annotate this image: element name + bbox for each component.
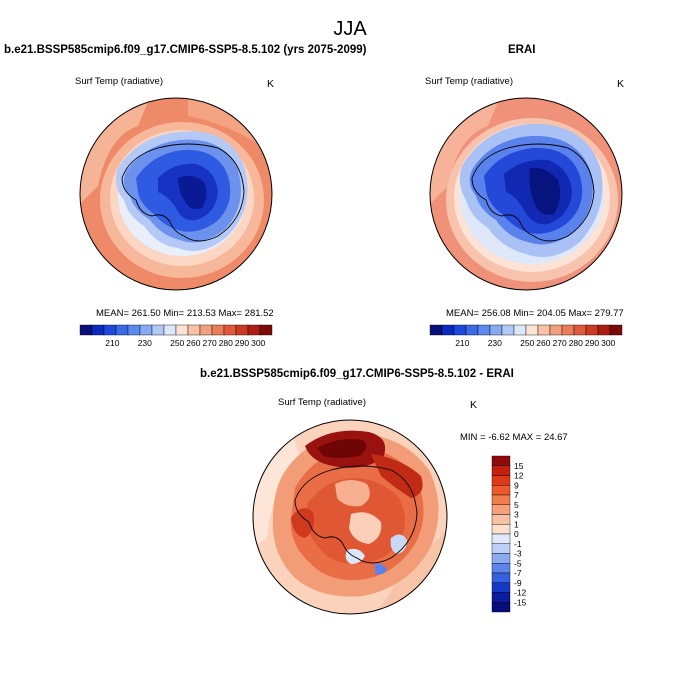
colorbar-diff-tick-label: -9 [514,578,522,588]
colorbar-diff-tick-label: -12 [514,588,527,598]
colorbar-diff-swatch [491,553,511,564]
colorbar-diff-swatch [491,494,511,505]
colorbar-model-swatch [259,324,273,336]
colorbar-diff-swatch [491,524,511,535]
colorbar-model-tick-label: 230 [138,338,152,348]
colorbar-erai-tick-label: 290 [585,338,599,348]
colorbar-model-tick-label: 210 [105,338,119,348]
colorbar-model-tick-label: 290 [235,338,249,348]
colorbar-model-tick-label: 300 [251,338,265,348]
colorbar-erai-tick-label: 230 [488,338,502,348]
units-label-erai: K [617,78,625,90]
colorbar-erai-swatch [573,324,587,336]
colorbar-erai-swatch [561,324,575,336]
colorbar-erai-swatch [477,324,491,336]
colorbar-model-swatch [127,324,141,336]
variable-label-diff: Surf Temp (radiative) [278,397,366,408]
colorbar-model-swatch [79,324,93,336]
units-label-diff: K [470,399,478,411]
colorbar-model-tick-label: 260 [186,338,200,348]
colorbar-diff-swatch [491,465,511,476]
colorbar-diff-tick-label: -15 [514,597,527,607]
colorbar-model-swatch [91,324,105,336]
colorbar-erai-swatch [525,324,539,336]
colorbar-erai-swatch [465,324,479,336]
stats-erai: MEAN= 256.08 Min= 204.05 Max= 279.77 [446,308,624,319]
variable-label-model: Surf Temp (radiative) [75,76,163,87]
colorbar-model-swatch [187,324,201,336]
colorbar-erai-swatch [549,324,563,336]
colorbar-diff-swatch [491,563,511,574]
colorbar-model-tick-label: 280 [219,338,233,348]
colorbar-model-swatch [235,324,249,336]
colorbar-diff-tick-label: -7 [514,568,522,578]
colorbar-model-swatch [199,324,213,336]
colorbar-erai-tick-label: 260 [536,338,550,348]
colorbar-erai-swatch [453,324,467,336]
colorbar-erai-tick-label: 280 [569,338,583,348]
colorbar-diff-swatch [491,455,511,466]
panel-title-diff: b.e21.BSSP585cmip6.f09_g17.CMIP6-SSP5-8.… [200,368,514,380]
colorbar-diff-tick-label: -5 [514,558,522,568]
colorbar-model-swatch [211,324,225,336]
colorbar-erai-swatch [513,324,527,336]
colorbar-erai-swatch [609,324,623,336]
colorbar-model-tick-label: 250 [170,338,184,348]
colorbar-diff-tick-label: 5 [514,500,519,510]
colorbar-erai-swatch [537,324,551,336]
season-title: JJA [333,18,367,40]
colorbar-model-swatch [247,324,261,336]
units-label-model: K [267,78,275,90]
stats-diff: MIN = -6.62 MAX = 24.67 [460,432,568,443]
colorbar-diff-swatch [491,485,511,496]
stats-model: MEAN= 261.50 Min= 213.53 Max= 281.52 [96,308,274,319]
colorbar-diff-swatch [491,572,511,583]
colorbar-model: 210 230 250 260 270 280 290 300 [79,324,273,348]
colorbar-erai: 210 230 250 260 270 280 290 300 [429,324,623,348]
colorbar-diff-tick-label: 3 [514,510,519,520]
colorbar-diff-tick-label: -1 [514,539,522,549]
polar-map-model [79,97,273,291]
colorbar-diff-tick-label: 1 [514,519,519,529]
colorbar-diff-swatch [491,592,511,603]
colorbar-erai-tick-label: 300 [601,338,615,348]
colorbar-diff-tick-label: 0 [514,529,519,539]
colorbar-erai-swatch [429,324,443,336]
colorbar-erai-swatch [585,324,599,336]
colorbar-diff-tick-label: 7 [514,490,519,500]
polar-map-erai [429,97,623,291]
colorbar-erai-swatch [597,324,611,336]
colorbar-model-swatch [139,324,153,336]
panel-title-erai: ERAI [508,44,536,56]
colorbar-model-swatch [151,324,165,336]
polar-map-diff [252,419,448,615]
colorbar-erai-swatch [501,324,515,336]
colorbar-diff-swatch [491,582,511,593]
colorbar-diff-swatch [491,602,511,613]
colorbar-model-swatch [163,324,177,336]
colorbar-diff-tick-label: 12 [514,471,524,481]
colorbar-model-swatch [223,324,237,336]
colorbar-diff-swatch [491,543,511,554]
colorbar-diff-swatch [491,533,511,544]
colorbar-diff-swatch [491,475,511,486]
colorbar-model-swatch [103,324,117,336]
colorbar-erai-tick-label: 270 [553,338,567,348]
variable-label-erai: Surf Temp (radiative) [425,76,513,87]
colorbar-erai-swatch [489,324,503,336]
panel-title-model: b.e21.BSSP585cmip6.f09_g17.CMIP6-SSP5-8.… [4,44,367,56]
colorbar-diff-swatch [491,504,511,515]
colorbar-erai-tick-label: 250 [520,338,534,348]
colorbar-diff-tick-label: 9 [514,480,519,490]
colorbar-diff-tick-label: 15 [514,461,524,471]
colorbar-diff-tick-label: -3 [514,549,522,559]
colorbar-model-swatch [175,324,189,336]
colorbar-model-swatch [115,324,129,336]
colorbar-erai-swatch [441,324,455,336]
colorbar-erai-tick-label: 210 [455,338,469,348]
colorbar-model-tick-label: 270 [203,338,217,348]
colorbar-diff-swatch [491,514,511,525]
